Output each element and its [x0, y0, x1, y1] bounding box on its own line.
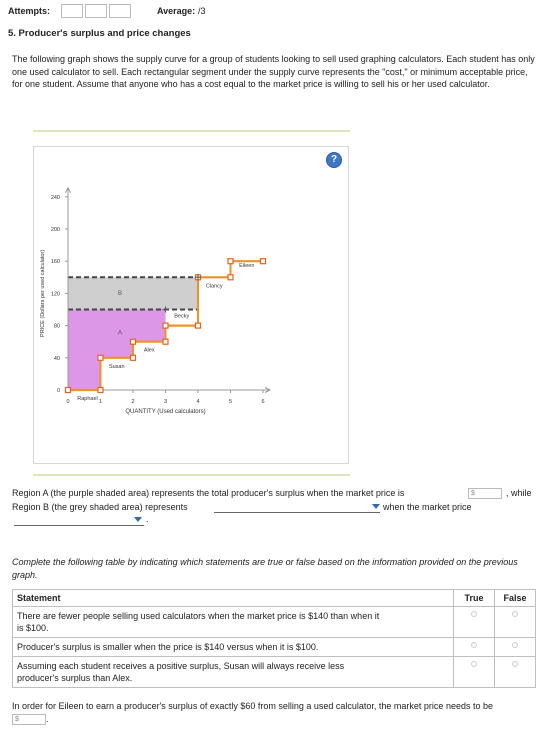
eileen-price-input[interactable]: $ — [12, 713, 46, 725]
region-a-label: A — [118, 330, 122, 336]
region-text-part2: , while — [506, 488, 532, 498]
supply-chart: 0 40 80 120 160 200 240 0 1 2 3 4 5 6 QUANTITY (Used c… — [40, 186, 272, 415]
header-true: True — [453, 589, 495, 607]
x-axis-label: QUANTITY (Used calculators) — [125, 409, 205, 415]
supply-handle — [227, 274, 234, 281]
supply-handle — [194, 322, 202, 329]
table-row: Producer's surplus is smaller when the p… — [12, 637, 536, 657]
x-tick-label: 3 — [164, 399, 167, 405]
student-label: Clancy — [206, 283, 223, 289]
statements-table: Statement True False There are fewer peo… — [12, 589, 536, 688]
table-row: Assuming each student receives a positiv… — [12, 656, 536, 688]
false-radio-3[interactable] — [494, 656, 536, 688]
statement-2: Producer's surplus is smaller when the p… — [12, 637, 454, 657]
supply-handle — [97, 354, 104, 361]
attempts-label: Attempts: — [8, 6, 50, 16]
table-row: There are fewer people selling used calc… — [12, 606, 536, 638]
table-instructions: Complete the following table by indicati… — [12, 557, 518, 580]
y-tick-label: 40 — [54, 356, 60, 362]
true-radio-1[interactable] — [453, 606, 495, 638]
student-label: Becky — [174, 314, 189, 320]
statement-1: There are fewer people selling used calc… — [12, 606, 454, 638]
attempt-box-2 — [85, 4, 107, 18]
price-intersection-marker — [195, 274, 201, 281]
y-axis-label: PRICE (Dollars per used calculator) — [40, 250, 46, 337]
region-b-shading — [68, 277, 198, 310]
attempt-box-3 — [109, 4, 131, 18]
statement-3: Assuming each student receives a positiv… — [12, 656, 454, 688]
y-tick-label: 160 — [51, 259, 60, 265]
average-label: Average: — [157, 6, 196, 16]
y-axis-arrow — [65, 186, 71, 194]
region-text-part1: Region A (the purple shaded area) repres… — [12, 488, 405, 498]
market-price-input-a[interactable]: $ — [468, 488, 502, 499]
region-b-dropdown[interactable] — [214, 512, 380, 513]
false-radio-2[interactable] — [494, 637, 536, 657]
y-tick-label: 80 — [54, 324, 60, 330]
header-statement: Statement — [12, 589, 454, 607]
x-tick-label: 6 — [261, 399, 264, 405]
x-tick-label: 0 — [66, 399, 69, 405]
student-label: Raphael — [77, 396, 98, 402]
x-tick-label: 5 — [229, 399, 232, 405]
final-question-text: In order for Eileen to earn a producer's… — [12, 701, 493, 711]
true-radio-2[interactable] — [453, 637, 495, 657]
student-label: Eileen — [239, 263, 254, 269]
supply-handle — [162, 322, 169, 329]
intro-paragraph: The following graph shows the supply cur… — [12, 54, 535, 89]
divider-top — [33, 130, 350, 132]
region-text-part3: Region B (the grey shaded area) represen… — [12, 502, 188, 512]
y-tick-label: 0 — [57, 388, 60, 394]
final-question: In order for Eileen to earn a producer's… — [12, 700, 522, 725]
dollar-sign: $ — [15, 715, 19, 723]
help-icon[interactable]: ? — [326, 152, 342, 168]
x-tick-label: 4 — [196, 399, 199, 405]
header-false: False — [494, 589, 536, 607]
region-b-label: B — [118, 291, 122, 297]
student-label: Alex — [144, 348, 155, 354]
market-price-dropdown[interactable] — [14, 525, 144, 526]
table-header-row: Statement True False — [12, 589, 536, 607]
region-text-part4: when the market price — [383, 502, 472, 512]
region-text-part5: . — [146, 514, 149, 524]
false-radio-1[interactable] — [494, 606, 536, 638]
question-title: 5. Producer's surplus and price changes — [8, 28, 191, 39]
supply-handle — [227, 258, 234, 265]
supply-handle — [129, 354, 137, 361]
student-label: Susan — [109, 364, 125, 370]
region-a-shading — [68, 309, 166, 390]
x-tick-label: 1 — [99, 399, 102, 405]
y-tick-label: 120 — [51, 291, 60, 297]
supply-handle — [97, 386, 104, 394]
y-tick-label: 240 — [51, 195, 60, 201]
y-tick-label: 200 — [51, 227, 60, 233]
chevron-down-icon[interactable] — [134, 517, 142, 522]
true-radio-3[interactable] — [453, 656, 495, 688]
attempt-box-1 — [61, 4, 83, 18]
supply-handle — [129, 338, 137, 345]
x-tick-label: 2 — [131, 399, 134, 405]
x-axis-arrow — [264, 387, 272, 393]
average-value: /3 — [198, 6, 206, 16]
graph-panel: 0 40 80 120 160 200 240 0 1 2 3 4 5 6 QUANTITY (Used c… — [33, 146, 349, 464]
price-intersection-marker — [162, 306, 169, 313]
supply-handle — [64, 386, 72, 394]
supply-handle — [259, 258, 267, 265]
supply-handle — [162, 338, 169, 345]
chevron-down-icon[interactable] — [372, 504, 380, 509]
final-period: . — [46, 713, 49, 724]
dollar-sign: $ — [471, 490, 475, 497]
divider-bottom — [33, 474, 350, 476]
